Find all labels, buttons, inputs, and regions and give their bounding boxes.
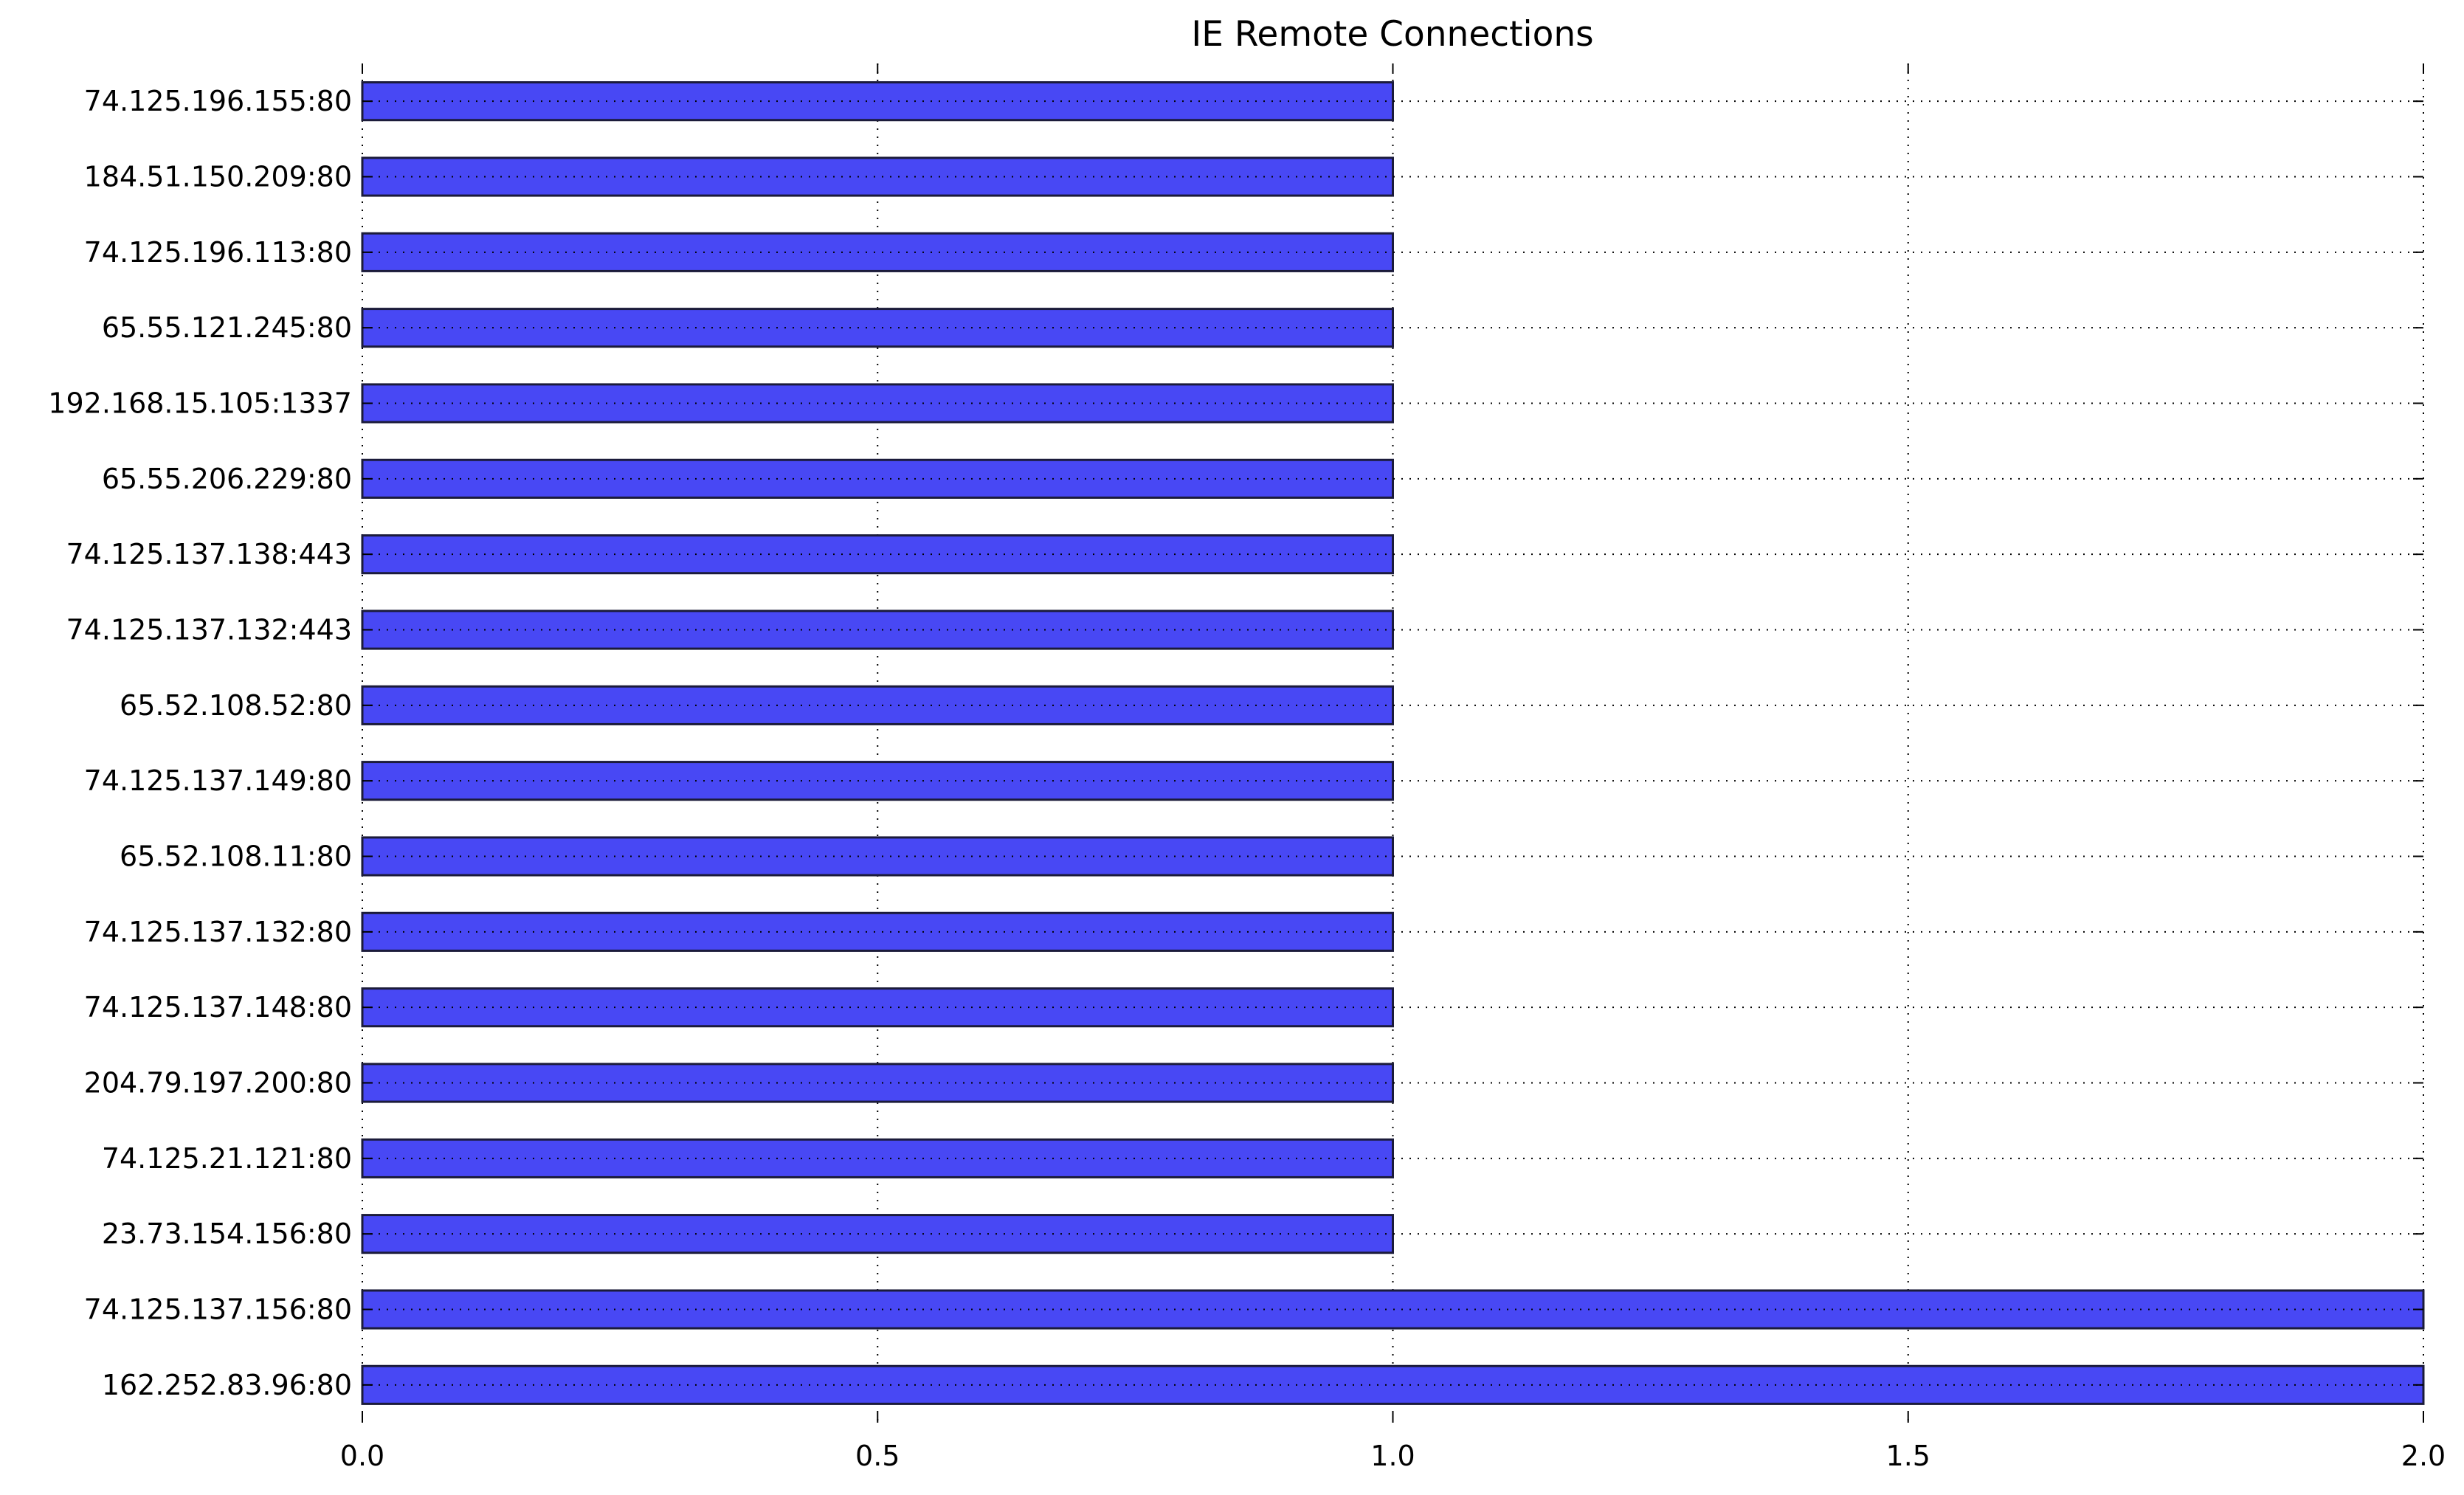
y-tick-labels: 162.252.83.96:80 74.125.137.156:80 23.73.1… (48, 85, 352, 1401)
y-tick-label: 65.55.121.245:80 (102, 311, 352, 344)
bars-layer (361, 81, 2425, 1405)
x-tick-label: 1.0 (1370, 1440, 1415, 1472)
y-tick-label: 162.252.83.96:80 (102, 1369, 352, 1401)
y-tick-label: 74.125.137.132:443 (66, 614, 352, 646)
y-tick-label: 74.125.137.138:443 (66, 538, 352, 570)
bar (361, 1289, 2425, 1330)
y-tick-label: 74.125.21.121:80 (102, 1142, 352, 1175)
x-tick-label: 0.0 (340, 1440, 384, 1472)
y-tick-label: 74.125.137.156:80 (84, 1294, 352, 1326)
y-tick-label: 23.73.154.156:80 (102, 1218, 352, 1250)
y-tick-label: 74.125.137.132:80 (84, 916, 352, 948)
y-tick-label: 184.51.150.209:80 (84, 161, 352, 193)
y-tick-label: 74.125.196.113:80 (84, 236, 352, 269)
x-tick-label: 1.5 (1886, 1440, 1930, 1472)
x-tick-labels: 0.0 0.5 1.0 1.5 2.0 (340, 1440, 2446, 1472)
x-tick-label: 0.5 (855, 1440, 900, 1472)
y-tick-label: 74.125.137.149:80 (84, 764, 352, 797)
y-tick-label: 74.125.196.155:80 (84, 85, 352, 117)
y-tick-label: 192.168.15.105:1337 (48, 387, 352, 420)
y-tick-label: 65.55.206.229:80 (102, 463, 352, 495)
y-tick-label: 74.125.137.148:80 (84, 991, 352, 1023)
y-tick-label: 204.79.197.200:80 (84, 1067, 352, 1099)
y-tick-label: 65.52.108.52:80 (120, 689, 352, 722)
ticks-layer (362, 63, 2424, 1423)
x-tick-label: 2.0 (2401, 1440, 2446, 1472)
chart-title: IE Remote Connections (1191, 14, 1593, 55)
y-tick-label: 65.52.108.11:80 (120, 840, 352, 873)
